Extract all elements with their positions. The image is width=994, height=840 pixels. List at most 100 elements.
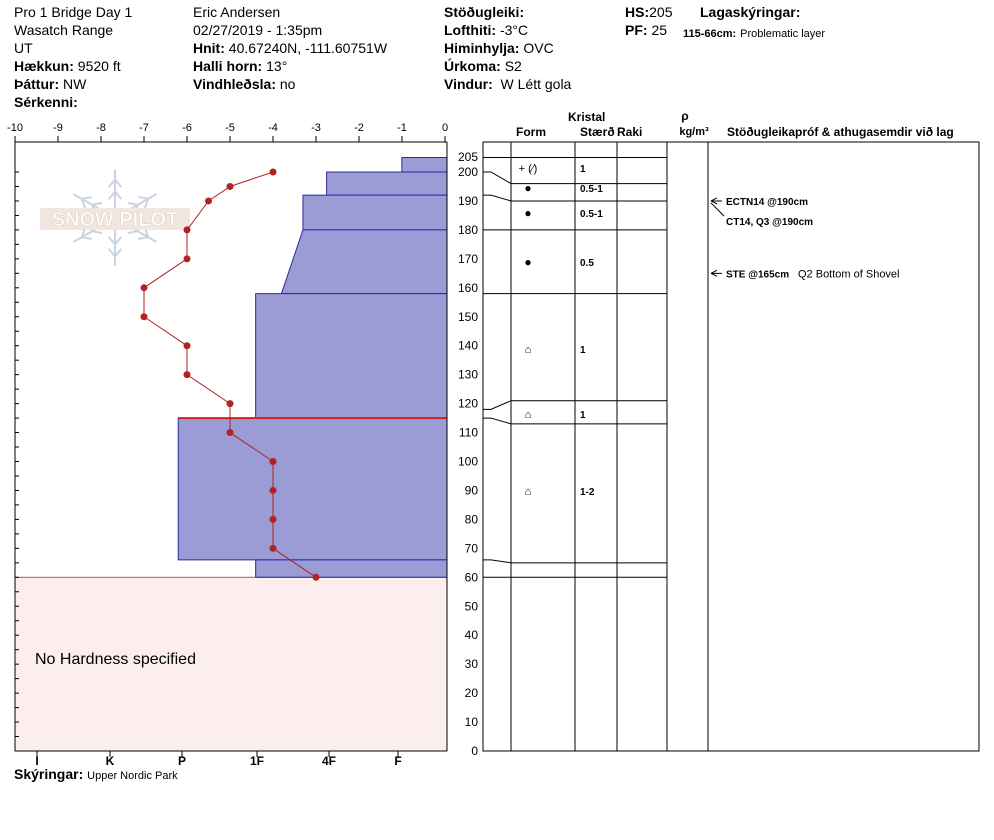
- temp-tick-label: -10: [7, 122, 23, 134]
- hardness-tick-label: I: [35, 754, 38, 768]
- state-name: UT: [14, 40, 33, 56]
- temperature-point: [183, 226, 191, 234]
- temperature-point: [226, 182, 234, 190]
- temperature-point: [183, 342, 191, 350]
- aspect-label: Þáttur:: [14, 76, 60, 92]
- hardness-tick-label: 4F: [322, 754, 336, 768]
- temp-tick-label: -6: [182, 122, 192, 134]
- layer-boundary: [483, 417, 667, 425]
- hardness-layer: [326, 171, 448, 196]
- hardness-tick-label: F: [394, 754, 401, 768]
- temperature-point: [269, 486, 277, 494]
- layer-size: 1-2: [580, 487, 595, 498]
- snowflake-branch: [80, 198, 87, 209]
- layer-boundary: [483, 400, 667, 410]
- wind-value: W Létt gola: [500, 76, 572, 92]
- penetration: PF: 25: [625, 21, 667, 39]
- layer-form: + (⁄): [519, 163, 538, 175]
- depth-tick-label: 180: [458, 223, 478, 237]
- stability-label: Stöðugleiki:: [444, 4, 525, 20]
- hardness-layer: [401, 157, 448, 173]
- hardness-layer: [177, 417, 448, 561]
- logo-text: SNOW PILOT: [52, 209, 179, 231]
- temperature-point: [140, 284, 148, 292]
- layer-notes-label: Lagaskýringar:: [700, 4, 801, 20]
- test-ste-note: Q2 Bottom of Shovel: [798, 268, 900, 280]
- air-temp: Lofthiti: -3°C: [444, 21, 528, 39]
- footer-notes-label: Skýringar:: [14, 766, 84, 782]
- observer-name: Eric Andersen: [193, 4, 281, 20]
- sky-label: Himinhylja:: [444, 40, 520, 56]
- slope-angle: Halli horn: 13°: [193, 57, 287, 75]
- temperature-point: [269, 544, 277, 552]
- hs-label: HS:: [625, 4, 650, 20]
- temperature-line: [143, 171, 317, 578]
- header-tests: Stöðugleikapróf & athugasemdir við lag: [727, 125, 954, 139]
- hardness-layer: [280, 229, 448, 295]
- hardness-layer: [302, 194, 448, 231]
- depth-tick-label: 130: [458, 368, 478, 382]
- header-moisture: Raki: [617, 125, 642, 139]
- depth-tick-label: 120: [458, 397, 478, 411]
- hardness-tick-label: P: [178, 754, 186, 768]
- precipitation: Úrkoma: S2: [444, 57, 522, 75]
- no-hardness-area: No Hardness specified: [14, 576, 448, 752]
- depth-tick-label: 100: [458, 455, 478, 469]
- test-arrow-head: [710, 197, 718, 205]
- depth-tick-label: 200: [458, 165, 478, 179]
- temp-tick-label: -5: [225, 122, 235, 134]
- hardness-layers: [177, 157, 448, 578]
- header-form: Form: [516, 125, 546, 139]
- layer-form: ●: [524, 206, 531, 220]
- snowflake-branch: [114, 236, 123, 246]
- sky-value: OVC: [523, 40, 554, 56]
- site-name: Pro 1 Bridge Day 1: [14, 4, 133, 20]
- depth-tick-label: 40: [465, 628, 479, 642]
- temp-tick-label: -1: [397, 122, 407, 134]
- temp-tick-label: -8: [96, 122, 106, 134]
- temperature-point: [205, 197, 212, 205]
- pf-label: PF:: [625, 22, 648, 38]
- header-crystal: Kristal: [568, 110, 605, 124]
- temperature-point: [269, 168, 277, 176]
- temp-tick-label: -4: [268, 122, 278, 134]
- hardness-layer: [255, 559, 448, 578]
- features: Sérkenni:: [14, 93, 78, 111]
- layer-table: Kristal Form Stærð Raki ρ kg/m³ Stöðugleikapró…: [458, 109, 980, 758]
- header-density-unit: kg/m³: [679, 126, 709, 138]
- test-arrow-line: [710, 269, 722, 277]
- snowflake-branch: [91, 202, 103, 206]
- layer-size: 0.5-1: [580, 209, 603, 220]
- depth-tick-label: 80: [465, 512, 479, 526]
- snowflake-branch: [107, 236, 116, 246]
- layer-boundary: [483, 559, 667, 564]
- temp-tick-label: -3: [311, 122, 321, 134]
- snowflake-branch: [114, 248, 123, 258]
- temperature-point: [312, 573, 320, 581]
- depth-tick-label: 0: [471, 744, 478, 758]
- logo-band: [40, 208, 190, 230]
- depth-tick-label: 140: [458, 339, 478, 353]
- depth-tick-label: 60: [465, 570, 479, 584]
- wind-loading-label: Vindhleðsla:: [193, 76, 276, 92]
- wind: Vindur: W Létt gola: [444, 75, 571, 93]
- depth-tick-label: 70: [465, 541, 479, 555]
- coordinates: Hnit: 40.67240N, -111.60751W: [193, 39, 387, 57]
- layer-form: ⌂: [525, 486, 532, 498]
- pf-value: 25: [651, 22, 668, 38]
- coords-value: 40.67240N, -111.60751W: [228, 40, 388, 56]
- precip-value: S2: [504, 58, 522, 74]
- snowflake-branch: [127, 202, 139, 206]
- aspect-value: NW: [63, 76, 87, 92]
- temperature-point: [183, 255, 191, 263]
- hs-value: 205: [649, 4, 673, 20]
- temperature-point: [269, 458, 277, 465]
- depth-tick-label: 20: [465, 686, 479, 700]
- test-ste: STE @165cm: [726, 269, 789, 280]
- depth-tick-label: 160: [458, 281, 478, 295]
- depth-tick-label: 110: [459, 426, 478, 440]
- range-name: Wasatch Range: [14, 22, 114, 38]
- depth-tick-label: 90: [465, 483, 479, 497]
- snowflake-branch: [107, 178, 116, 188]
